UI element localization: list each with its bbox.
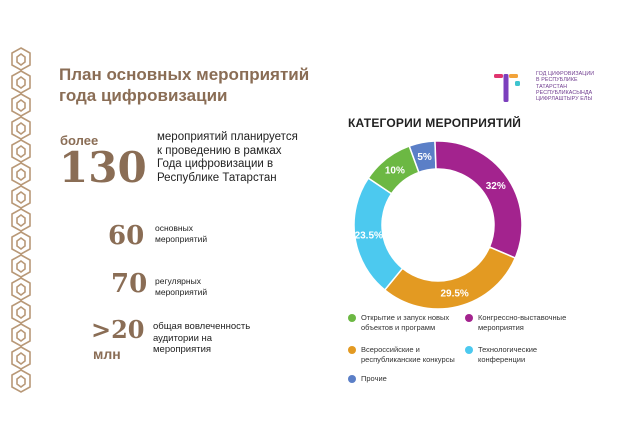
donut-label-4: 10%: [385, 165, 405, 176]
ornament-link: [11, 162, 31, 186]
ornament-link: [11, 323, 31, 347]
stat-1-desc-line: Года цифровизации в: [157, 158, 274, 170]
chart-title: КАТЕГОРИИ МЕРОПРИЯТИЙ: [348, 116, 522, 130]
donut-chart: 5% 32% 29.5% 23.5% 10%: [353, 140, 523, 310]
ornament-link: [11, 254, 31, 278]
stat-4-desc-line: мероприятия: [153, 344, 212, 355]
donut-label-3: 23.5%: [355, 231, 383, 242]
legend-label: Технологические конференции: [478, 345, 537, 364]
logo-line: ЦИФРЛАШТЫРУ ЕЛЫ: [536, 96, 593, 103]
page-title-line-2: года цифровизации: [59, 86, 228, 105]
donut-slice-1: [434, 140, 523, 260]
stat-2-number: 60: [108, 221, 145, 251]
legend-item-other: Прочие: [348, 374, 387, 384]
stat-3-desc-line: мероприятий: [155, 287, 208, 297]
page-title: План основных мероприятий года цифровиза…: [59, 64, 349, 106]
donut-slice-2: [383, 246, 517, 310]
ornament-link: [11, 70, 31, 94]
stat-4-suffix: млн: [93, 346, 121, 362]
stat-2-description: основных мероприятий: [155, 223, 207, 245]
ornament-link: [11, 277, 31, 301]
ornament-link: [11, 116, 31, 140]
legend-label-line: объектов и программ: [361, 322, 436, 332]
logo-line: ГОД ЦИФРОВИЗАЦИИ: [536, 71, 595, 77]
legend-item-congress: Конгрессно-выставочные мероприятия: [465, 313, 566, 332]
logo-line: ТАТАРСТАН: [536, 83, 568, 90]
ornament-link: [11, 208, 31, 232]
legend-label-line: Конгрессно-выставочные: [478, 313, 567, 322]
stat-2-desc-line: основных: [155, 223, 193, 233]
stat-4-desc-line: общая вовлеченность: [153, 321, 251, 332]
legend-item-opening: Открытие и запуск новых объектов и прогр…: [348, 313, 449, 332]
donut-label-2: 29.5%: [440, 288, 468, 299]
legend-label: Прочие: [361, 374, 387, 384]
legend-dot-cyan: [465, 346, 473, 354]
logo-bar-top-right: [509, 74, 518, 78]
legend-dot-green: [348, 314, 356, 322]
legend-dot-orange: [348, 346, 356, 354]
stat-1-desc-line: к проведению в рамках: [157, 144, 282, 157]
stat-1-desc-line: мероприятий планируется: [157, 131, 298, 143]
stat-1-prefix: более: [60, 133, 99, 148]
ornament-link: [11, 93, 31, 117]
logo-text: ГОД ЦИФРОВИЗАЦИИ В РЕСПУБЛИКЕ ТАТАРСТАН …: [536, 71, 594, 102]
donut-label-1: 32%: [486, 181, 506, 192]
stat-4-number: >20: [91, 315, 145, 344]
legend-label-line: республиканские конкурсы: [361, 354, 455, 364]
logo-bar-dot: [515, 81, 520, 86]
legend-label-line: Технологические: [478, 345, 538, 354]
legend-label-line: конференции: [478, 354, 526, 364]
stat-4-description: общая вовлеченность аудитории на меропри…: [153, 321, 250, 356]
ornament-link: [11, 231, 31, 255]
ornament-link: [11, 185, 31, 209]
stat-2-desc-line: мероприятий: [155, 234, 208, 244]
ornament-link: [11, 346, 31, 370]
stat-4-desc-line: аудитории на: [153, 332, 213, 344]
donut-slice-4: [367, 145, 420, 195]
ornament-link: [11, 369, 31, 393]
legend-label: Всероссийские и республиканские конкурсы: [361, 345, 455, 364]
legend-dot-purple: [465, 314, 473, 322]
stat-1-number: 130: [59, 143, 147, 192]
legend-label-line: Всероссийские и: [361, 345, 420, 354]
stat-3-desc-line: регулярных: [155, 276, 201, 286]
legend-item-contests: Всероссийские и республиканские конкурсы: [348, 345, 455, 364]
legend-label: Открытие и запуск новых объектов и прогр…: [361, 313, 449, 332]
stat-3-number: 70: [111, 269, 148, 299]
donut-label-0: 5%: [417, 152, 432, 163]
page-title-line-1: План основных мероприятий: [59, 65, 310, 84]
logo-bar-top-left: [494, 74, 503, 78]
legend-label-line: Прочие: [361, 374, 387, 383]
ornament-link: [11, 300, 31, 324]
ornament-link: [11, 139, 31, 163]
ornament-link: [11, 47, 31, 71]
legend-label-line: Открытие и запуск новых: [361, 313, 450, 322]
logo-line: В РЕСПУБЛИКЕ: [536, 77, 578, 84]
ornament-border: [11, 47, 31, 393]
logo-line: РЕСПУБЛИКАСЫНДА: [536, 89, 593, 96]
legend-item-tech-conferences: Технологические конференции: [465, 345, 537, 364]
stat-1-description: мероприятий планируется к проведению в р…: [157, 131, 298, 185]
logo-mark: [494, 74, 520, 102]
stat-3-description: регулярных мероприятий: [155, 276, 207, 298]
legend-label: Конгрессно-выставочные мероприятия: [478, 313, 566, 332]
legend-label-line: мероприятия: [478, 322, 524, 332]
stat-1-desc-line: Республике Татарстан: [157, 171, 277, 184]
legend-dot-blue: [348, 375, 356, 383]
logo-bar-stem: [503, 74, 509, 102]
